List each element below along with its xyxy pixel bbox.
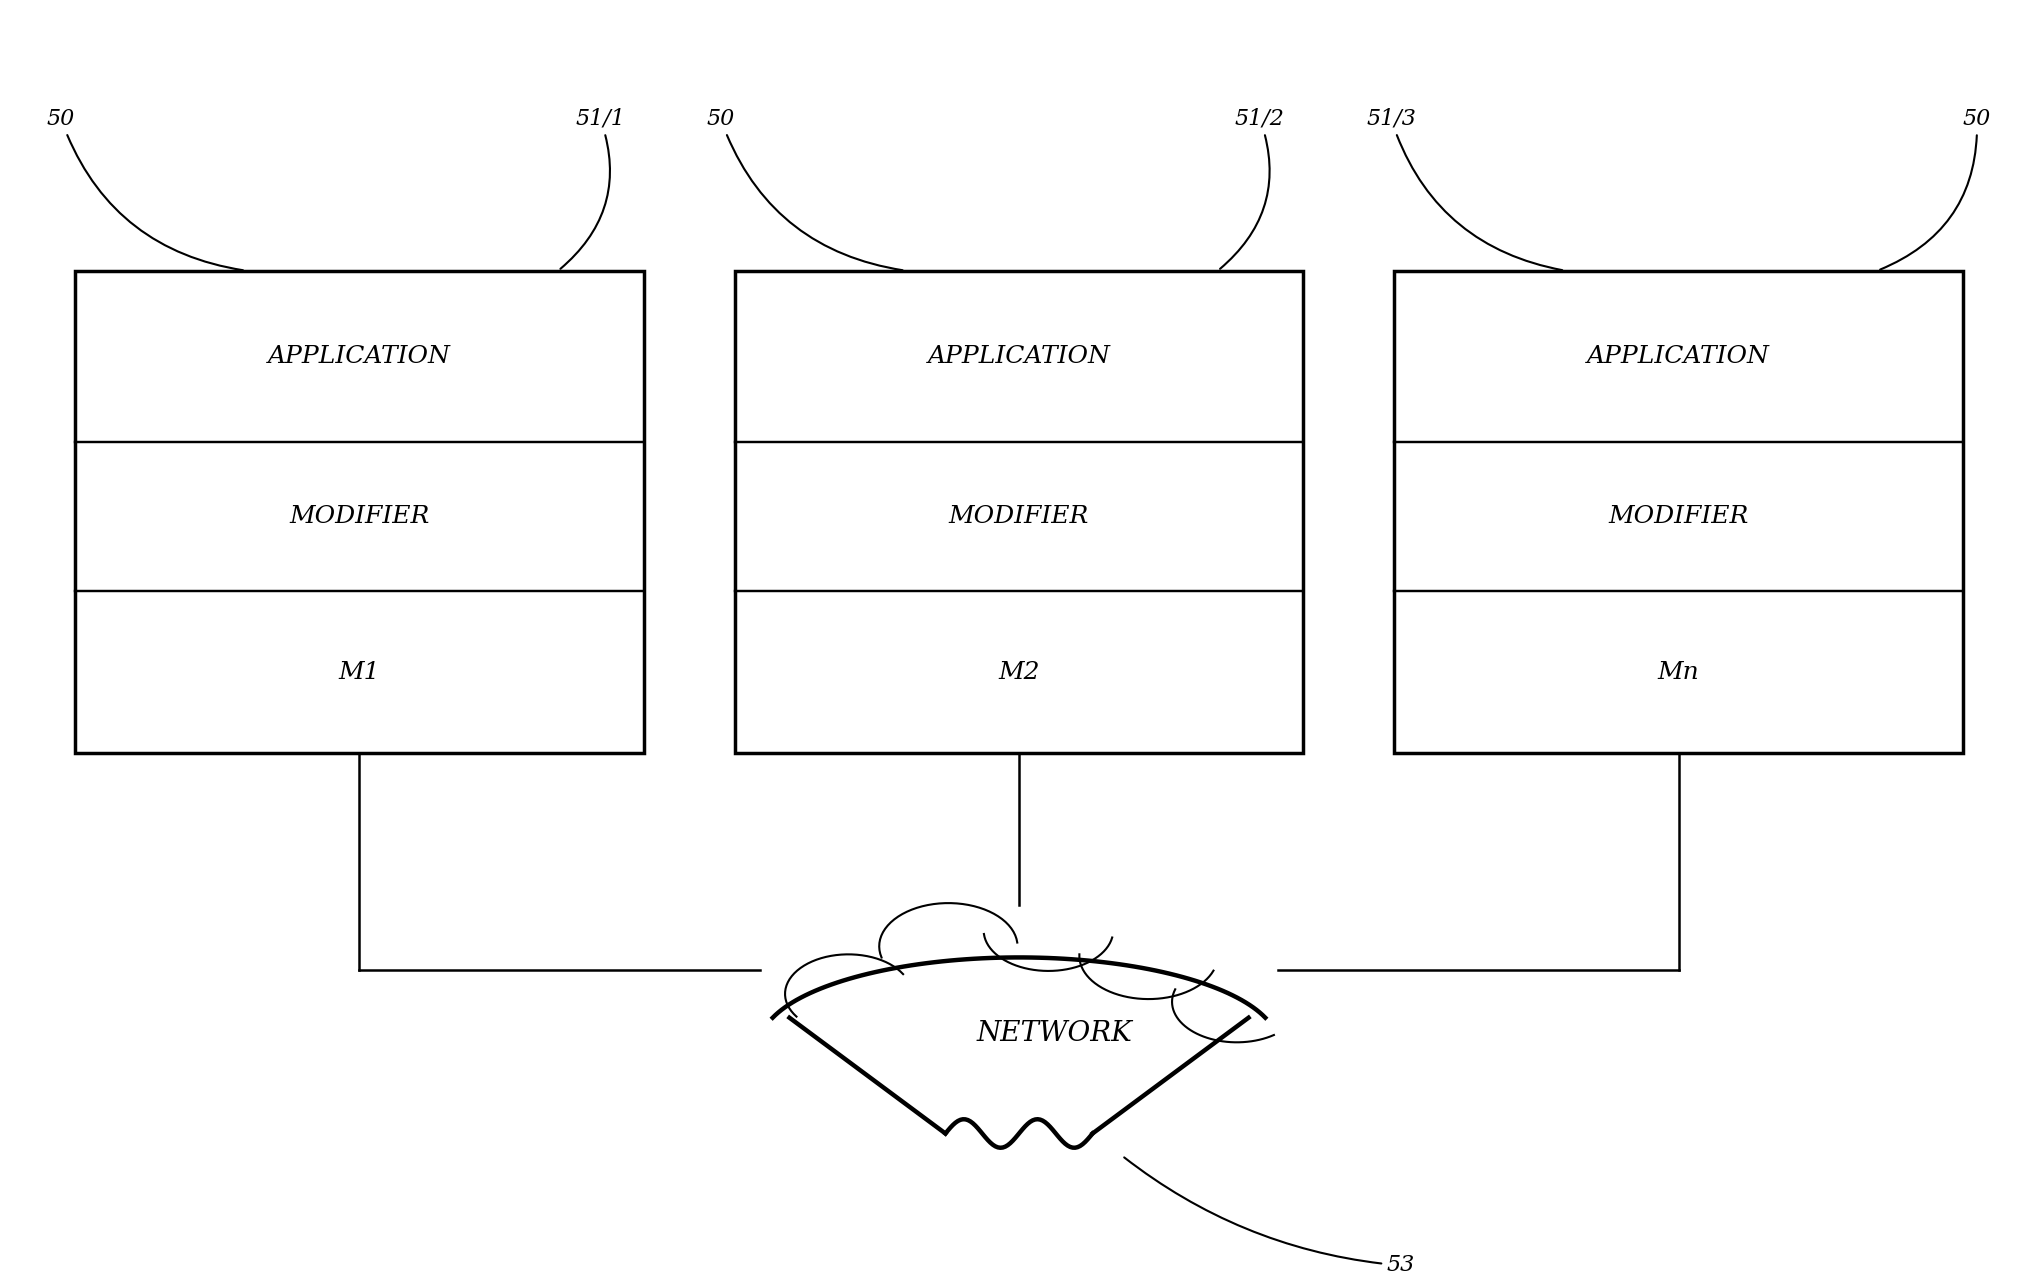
Text: 50: 50 bbox=[47, 108, 243, 270]
Text: M2: M2 bbox=[999, 661, 1039, 684]
Text: MODIFIER: MODIFIER bbox=[1608, 505, 1749, 528]
Bar bbox=[736, 270, 1302, 753]
Text: 51/3: 51/3 bbox=[1365, 108, 1563, 270]
Text: NETWORK: NETWORK bbox=[976, 1020, 1133, 1047]
Text: 50: 50 bbox=[1881, 108, 1991, 269]
Polygon shape bbox=[772, 903, 1274, 1043]
Text: MODIFIER: MODIFIER bbox=[950, 505, 1088, 528]
Bar bbox=[695, 1129, 1343, 1232]
Bar bbox=[75, 270, 644, 753]
Text: APPLICATION: APPLICATION bbox=[267, 345, 450, 368]
Text: MODIFIER: MODIFIER bbox=[289, 505, 430, 528]
Text: Mn: Mn bbox=[1657, 661, 1700, 684]
Text: 51/1: 51/1 bbox=[560, 108, 626, 269]
Text: 51/2: 51/2 bbox=[1221, 108, 1284, 269]
Text: APPLICATION: APPLICATION bbox=[927, 345, 1111, 368]
Text: 53: 53 bbox=[1125, 1158, 1414, 1276]
Text: M1: M1 bbox=[338, 661, 381, 684]
Text: 50: 50 bbox=[707, 108, 903, 270]
Bar bbox=[1394, 270, 1963, 753]
Text: APPLICATION: APPLICATION bbox=[1588, 345, 1771, 368]
